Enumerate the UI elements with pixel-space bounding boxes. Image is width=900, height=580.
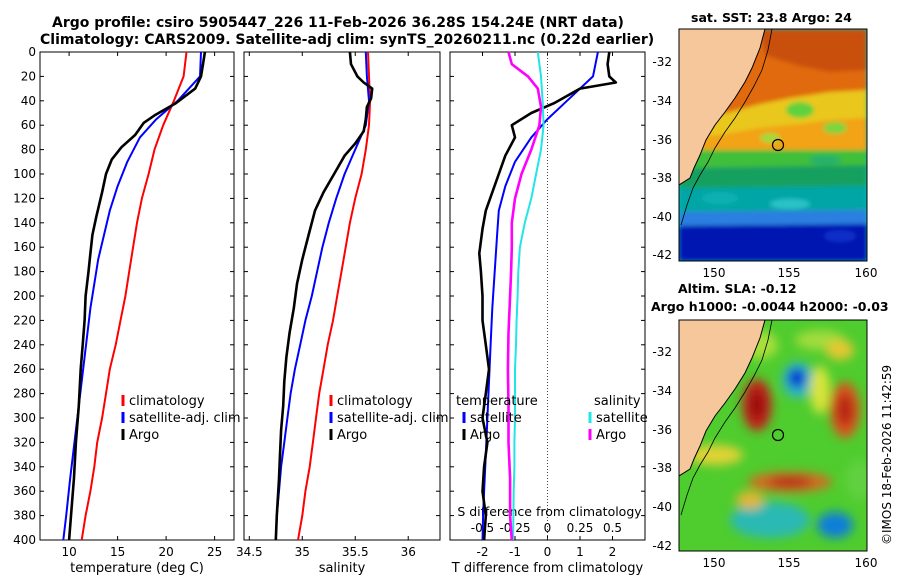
x-axis-label: temperature (deg C): [70, 561, 204, 576]
s-diff-axis-label: S difference from climatology: [457, 504, 642, 519]
sst-map-axis: -32 -34 -36 -38 -40 -42 150 155 160: [652, 55, 877, 280]
legend-title-temperature: temperature: [456, 394, 538, 409]
x-tick-label: 0: [544, 545, 552, 559]
legend-label: satellite-adj. clim: [129, 411, 241, 426]
y-tick-label: 240: [13, 338, 36, 352]
legend-label: satellite-adj. clim: [337, 411, 449, 426]
sst-lat-tick-label: -42: [652, 248, 672, 262]
sst-map: [679, 29, 867, 261]
sla-lon-tick-label: 155: [778, 556, 801, 570]
sla-lat-tick-label: -38: [652, 461, 672, 475]
y-tick-label: 180: [13, 265, 36, 279]
y-tick-label: 0: [28, 45, 36, 59]
series-line-salinity-satellite: [512, 51, 545, 541]
series-line-temperature-argo: [477, 51, 618, 541]
x-tick-label: 2: [609, 545, 617, 559]
sst-lat-tick-label: -36: [652, 133, 672, 147]
x-tick-label: 34.5: [236, 545, 263, 559]
x-tick-label: 20: [158, 545, 173, 559]
sla-map: [679, 320, 867, 551]
sla-map-title-line-1: Altim. SLA: -0.12: [678, 281, 797, 296]
y-tick-label: 100: [13, 167, 36, 181]
y-tick-label: 380: [13, 509, 36, 523]
series-line-argo: [67, 51, 207, 541]
sla-lon-tick-label: 150: [703, 556, 726, 570]
sst-lat-tick-label: -38: [652, 171, 672, 185]
y-tick-label: 400: [13, 533, 36, 547]
x-tick-label: -1: [509, 545, 521, 559]
series-line-satellite-adj-clim: [62, 51, 202, 541]
series-line-salinity-argo: [506, 51, 543, 541]
x-tick-label: -2: [477, 545, 489, 559]
series-line-argo: [274, 51, 374, 541]
x-tick-label: 1: [576, 545, 584, 559]
sla-map-title-line-2: Argo h1000: -0.0044 h2000: -0.03: [651, 299, 889, 314]
y-tick-label: 280: [13, 387, 36, 401]
sla-lat-tick-label: -42: [652, 539, 672, 553]
y-tick-label: 160: [13, 240, 36, 254]
legend-title-salinity: salinity: [594, 394, 641, 409]
legend-label: satellite: [470, 411, 522, 426]
x-axis-label: salinity: [319, 561, 366, 576]
title-line-1: Argo profile: csiro 5905447_226 11-Feb-2…: [52, 15, 624, 31]
x-tick-label: 35: [295, 545, 310, 559]
sla-map-axis: -32 -34 -36 -38 -40 -42 150 155 160: [652, 345, 877, 570]
y-tick-label: 20: [21, 69, 36, 83]
sst-lat-tick-label: -34: [652, 94, 672, 108]
title-line-2: Climatology: CARS2009. Satellite-adj cli…: [40, 32, 655, 48]
series-line-climatology: [80, 51, 188, 541]
x-tick-label: 35.5: [342, 545, 369, 559]
sla-lat-tick-label: -32: [652, 345, 672, 359]
sla-lon-tick-label: 160: [855, 556, 878, 570]
s-diff-tick-label: -0.25: [499, 521, 530, 535]
y-tick-label: 200: [13, 289, 36, 303]
sst-lat-tick-label: -40: [652, 210, 672, 224]
x-axis-label: T difference from climatology: [451, 561, 644, 576]
sst-lat-tick-label: -32: [652, 55, 672, 69]
legend-label: Argo: [470, 428, 500, 443]
s-diff-tick-label: 0: [544, 521, 552, 535]
series-line-climatology: [297, 51, 372, 541]
sla-argo-marker: [771, 428, 785, 442]
sla-lat-tick-label: -36: [652, 423, 672, 437]
legend-label: climatology: [337, 394, 413, 409]
sla-lat-tick-label: -34: [652, 384, 672, 398]
y-tick-label: 260: [13, 362, 36, 376]
y-tick-label: 360: [13, 484, 36, 498]
sst-argo-marker: [771, 138, 785, 152]
legend-label: satellite: [596, 411, 648, 426]
x-tick-label: 10: [61, 545, 76, 559]
y-tick-label: 320: [13, 435, 36, 449]
y-tick-label: 220: [13, 313, 36, 327]
legend-label: Argo: [596, 428, 626, 443]
legend-label: climatology: [129, 394, 205, 409]
y-tick-label: 60: [21, 118, 36, 132]
sst-lon-tick-label: 150: [703, 266, 726, 280]
sst-lon-tick-label: 155: [778, 266, 801, 280]
y-tick-label: 120: [13, 191, 36, 205]
legend-label: Argo: [129, 428, 159, 443]
legend-label: Argo: [337, 428, 367, 443]
s-diff-tick-label: 0.25: [567, 521, 594, 535]
y-tick-label: 340: [13, 460, 36, 474]
x-tick-label: 36: [401, 545, 416, 559]
sst-lon-tick-label: 160: [855, 266, 878, 280]
x-tick-label: 25: [207, 545, 222, 559]
s-diff-tick-label: 0.5: [603, 521, 622, 535]
y-tick-label: 40: [21, 94, 36, 108]
sla-lat-tick-label: -40: [652, 500, 672, 514]
x-tick-label: 15: [110, 545, 125, 559]
y-tick-label: 140: [13, 216, 36, 230]
y-tick-label: 80: [21, 143, 36, 157]
y-tick-label: 300: [13, 411, 36, 425]
sst-map-title: sat. SST: 23.8 Argo: 24: [691, 10, 852, 25]
